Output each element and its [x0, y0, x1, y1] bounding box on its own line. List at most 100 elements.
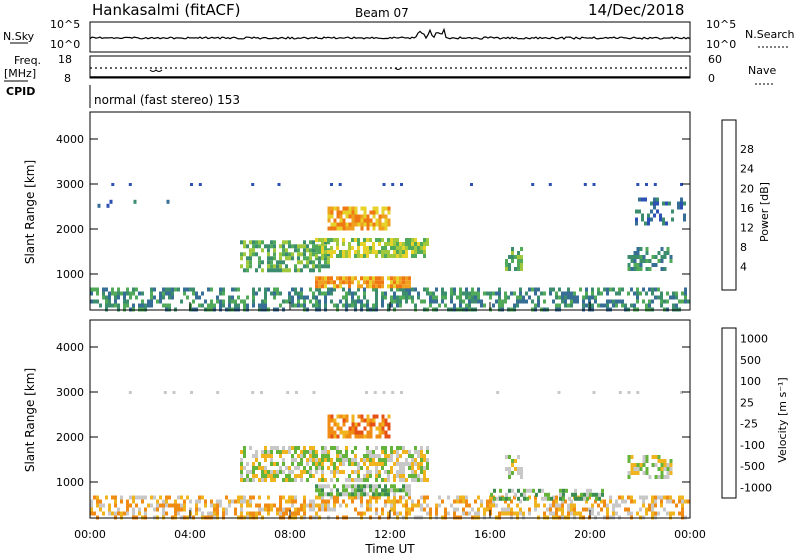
power-cell — [318, 250, 321, 254]
velocity-cell — [279, 454, 282, 458]
velocity-cell — [309, 450, 312, 454]
power-cell — [147, 303, 150, 308]
power-colorbar-tick: 28 — [740, 143, 754, 156]
power-cell — [384, 226, 388, 231]
velocity-cell — [303, 450, 306, 454]
power-cell — [453, 303, 456, 308]
power-cell — [366, 254, 369, 258]
velocity-cell — [333, 470, 336, 474]
power-cell — [324, 264, 327, 269]
velocity-cell — [375, 434, 379, 439]
velocity-cell — [294, 478, 297, 482]
power-cell — [366, 226, 370, 231]
power-cell — [348, 222, 352, 227]
velocity-cell — [639, 495, 642, 500]
power-cell — [432, 295, 435, 300]
velocity-cell — [486, 507, 489, 512]
velocity-cell — [279, 450, 282, 454]
power-cell — [222, 291, 225, 296]
velocity-cell — [360, 430, 364, 435]
power-cell — [345, 226, 349, 231]
velocity-cell — [550, 496, 553, 501]
power-cell — [318, 280, 321, 285]
power-cell — [246, 303, 249, 308]
velocity-cell — [195, 507, 198, 512]
velocity-cell — [651, 511, 654, 516]
power-cell — [288, 291, 291, 296]
power-cell — [348, 206, 352, 211]
power-cell — [552, 299, 555, 304]
velocity-cell — [270, 458, 273, 462]
velocity-cell — [603, 499, 606, 504]
power-cell — [126, 303, 129, 308]
power-cell — [480, 299, 483, 304]
power-cell — [645, 267, 649, 271]
power-cell — [195, 291, 198, 296]
velocity-cell — [544, 492, 547, 497]
power-cell — [459, 299, 462, 304]
power-cell — [288, 252, 291, 257]
velocity-cell — [354, 507, 357, 512]
power-cell — [330, 246, 333, 250]
velocity-cell — [486, 503, 489, 508]
freq-right-top: 60 — [708, 53, 722, 66]
velocity-cell — [246, 511, 249, 516]
power-cell — [138, 303, 141, 308]
power-cell — [369, 246, 372, 250]
velocity-cell — [680, 391, 683, 394]
power-cell — [315, 246, 318, 250]
power-cell — [603, 287, 606, 292]
velocity-cell — [505, 467, 508, 471]
power-cell — [650, 217, 653, 222]
power-cell — [126, 287, 129, 292]
velocity-cell — [591, 507, 594, 512]
velocity-cell — [363, 458, 366, 462]
velocity-cell — [420, 454, 423, 458]
power-cell — [282, 268, 285, 273]
power-cell — [300, 295, 303, 300]
velocity-cell — [633, 463, 637, 467]
power-cell — [123, 303, 126, 308]
power-cell — [300, 268, 303, 273]
power-ytick-label: 2000 — [56, 223, 84, 236]
velocity-cell — [177, 503, 180, 508]
velocity-cell — [630, 467, 634, 471]
velocity-cell — [198, 495, 201, 500]
power-cell — [324, 295, 327, 300]
power-cell — [270, 291, 273, 296]
power-cell — [627, 291, 630, 296]
velocity-cell — [435, 511, 438, 516]
power-cell — [514, 255, 517, 259]
velocity-cell — [324, 492, 327, 497]
power-cell — [192, 287, 195, 292]
power-cell — [312, 248, 315, 253]
velocity-cell — [366, 466, 369, 470]
power-cell — [417, 242, 420, 246]
velocity-cell — [333, 503, 336, 508]
velocity-cell — [471, 507, 474, 512]
velocity-cell — [295, 391, 298, 394]
power-cell — [656, 197, 659, 202]
velocity-cell — [595, 492, 598, 497]
power-cell — [252, 303, 255, 308]
velocity-cell — [375, 470, 378, 474]
velocity-cell — [586, 496, 589, 501]
velocity-cell — [639, 463, 643, 467]
velocity-cell — [357, 470, 360, 474]
velocity-cell — [411, 454, 414, 458]
velocity-cell — [366, 458, 369, 462]
power-cell — [585, 287, 588, 292]
power-cell — [441, 295, 444, 300]
velocity-cell — [393, 499, 396, 504]
velocity-cell — [306, 450, 309, 454]
power-cell — [654, 263, 658, 267]
velocity-colorbar-tick: -500 — [740, 460, 765, 473]
velocity-cell — [557, 391, 561, 394]
power-cell — [429, 291, 432, 296]
velocity-cell — [327, 458, 330, 462]
velocity-cell — [354, 454, 357, 458]
power-cell — [312, 244, 315, 249]
velocity-cell — [366, 474, 369, 478]
velocity-cell — [414, 503, 417, 508]
power-cell — [321, 238, 324, 242]
